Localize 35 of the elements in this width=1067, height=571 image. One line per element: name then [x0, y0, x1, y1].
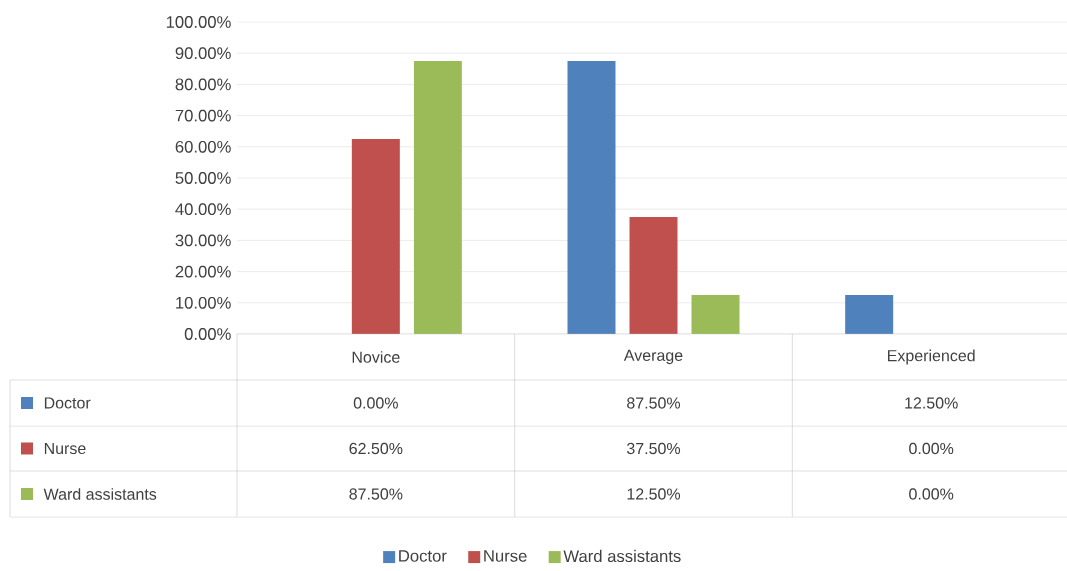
legend-label: Ward assistants — [563, 549, 681, 563]
bar — [845, 295, 894, 334]
y-tick-label: 40.00% — [175, 203, 231, 216]
x-tick-label: Experienced — [888, 349, 975, 365]
text: Nurse — [44, 442, 86, 455]
y-tick-label: 10.00% — [176, 296, 231, 309]
text: Ward assistants — [43, 488, 157, 500]
data-label: 62.50% — [349, 442, 403, 455]
y-tick-label: 20.00% — [175, 265, 231, 278]
y-tick-label: 30.00% — [175, 234, 231, 247]
y-tick-label: 100.00% — [166, 16, 231, 28]
data-label: 0.00% — [909, 442, 954, 455]
y-tick-label: 90.00% — [175, 47, 231, 60]
data-label: 87.50% — [627, 397, 681, 409]
data-label: 87.50% — [349, 488, 403, 500]
y-tick-label: 60.00% — [175, 140, 231, 153]
y-tick-label: 80.00% — [175, 78, 231, 91]
data-label: 12.50% — [905, 397, 958, 409]
legend-label: Nurse — [484, 550, 527, 562]
data-label: 12.50% — [627, 488, 681, 500]
data-label: 37.50% — [626, 442, 681, 455]
data-label: 0.00% — [909, 488, 954, 500]
x-tick-label: Average — [623, 349, 683, 365]
bar — [629, 217, 678, 334]
x-tick-label: Novice — [352, 351, 400, 363]
bar — [567, 61, 616, 334]
bar — [691, 295, 740, 334]
bar — [413, 61, 462, 334]
legend-label: Doctor — [399, 550, 447, 562]
y-tick-label: 70.00% — [175, 109, 231, 122]
data-label: 0.00% — [353, 397, 398, 409]
y-tick-label: 0.00% — [184, 328, 231, 340]
bar — [351, 139, 400, 334]
text: Doctor — [44, 397, 91, 409]
y-tick-label: 50.00% — [175, 172, 231, 184]
